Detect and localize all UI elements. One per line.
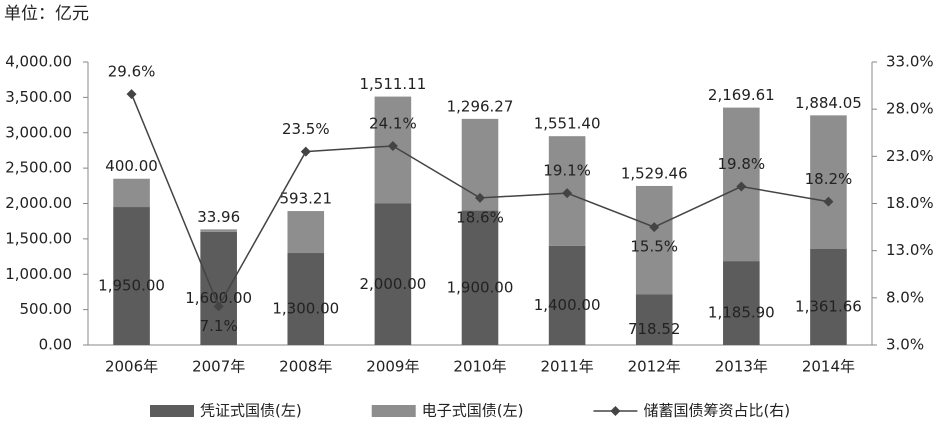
x-tick-label: 2014年: [802, 358, 855, 376]
value-label: 1,400.00: [534, 296, 601, 314]
value-label: 15.5%: [630, 238, 678, 256]
bar: [635, 294, 673, 345]
y2-tick-label: 28.0%: [886, 100, 934, 118]
legend-swatch: [150, 405, 194, 417]
bar: [635, 185, 673, 295]
bar: [287, 211, 325, 254]
value-label: 1,300.00: [272, 300, 339, 318]
legend-marker: [610, 406, 621, 416]
value-label: 718.52: [628, 320, 681, 338]
y2-tick-label: 3.0%: [886, 336, 924, 354]
x-tick-label: 2006年: [105, 358, 158, 376]
value-label: 1,511.11: [359, 75, 426, 93]
chart-subtitle: 单位：亿元: [4, 4, 89, 24]
x-tick-label: 2012年: [628, 358, 681, 376]
value-label: 1,529.46: [621, 164, 688, 182]
x-tick-label: 2008年: [279, 358, 332, 376]
y-tick-label: 3,500.00: [5, 88, 72, 106]
line-marker: [736, 181, 747, 192]
value-label: 1,551.40: [534, 115, 601, 133]
y-tick-label: 2,500.00: [5, 159, 72, 177]
value-label: 29.6%: [108, 63, 156, 81]
y-tick-label: 3,000.00: [5, 123, 72, 141]
bar: [113, 178, 150, 208]
legend-label: 凭证式国债(左): [200, 402, 302, 420]
bar: [548, 245, 586, 345]
x-tick-label: 2013年: [715, 358, 768, 376]
legend-swatch: [371, 405, 416, 417]
value-label: 33.96: [197, 208, 240, 226]
value-label: 1,900.00: [447, 278, 514, 296]
value-label: 1,296.27: [447, 97, 514, 115]
y2-tick-label: 8.0%: [886, 288, 924, 306]
y2-tick-label: 33.0%: [886, 53, 934, 71]
bar: [810, 248, 847, 345]
y-tick-label: 2,000.00: [5, 194, 72, 212]
value-label: 1,600.00: [185, 289, 252, 307]
bar: [287, 253, 325, 345]
value-label: 1,950.00: [98, 277, 165, 295]
value-label: 1,361.66: [795, 297, 862, 315]
y-tick-label: 1,500.00: [5, 229, 72, 247]
value-label: 19.1%: [543, 162, 591, 180]
y2-tick-label: 13.0%: [886, 241, 934, 259]
value-label: 2,169.61: [708, 86, 775, 104]
value-label: 1,884.05: [795, 94, 862, 112]
y-tick-label: 4,000.00: [5, 53, 72, 71]
y-tick-label: 1,000.00: [5, 265, 72, 283]
line-marker: [213, 301, 224, 312]
value-label: 18.6%: [456, 208, 504, 226]
y2-tick-label: 23.0%: [886, 147, 934, 165]
value-label: 1,185.90: [708, 304, 775, 322]
value-label: 593.21: [280, 190, 333, 208]
legend-label: 储蓄国债筹资占比(右): [643, 402, 790, 420]
line-marker: [649, 222, 660, 233]
y-tick-label: 500.00: [20, 300, 73, 318]
bar: [200, 231, 237, 345]
value-label: 2,000.00: [359, 275, 426, 293]
line-marker: [475, 192, 485, 203]
legend-label: 电子式国债(左): [422, 402, 524, 420]
value-label: 19.8%: [718, 155, 766, 173]
x-tick-label: 2009年: [366, 358, 419, 376]
line-marker: [562, 188, 573, 199]
line-marker: [823, 196, 834, 207]
line-marker: [300, 146, 311, 157]
value-label: 24.1%: [369, 114, 417, 132]
bar: [810, 115, 847, 249]
y-tick-label: 0.00: [39, 336, 72, 354]
bar: [723, 261, 760, 345]
bar: [113, 207, 150, 345]
value-label: 7.1%: [200, 317, 238, 335]
x-tick-label: 2007年: [192, 358, 245, 376]
x-tick-label: 2010年: [453, 358, 506, 376]
x-tick-label: 2011年: [541, 358, 594, 376]
y2-tick-label: 18.0%: [886, 194, 934, 212]
line-marker: [387, 140, 398, 151]
value-label: 18.2%: [805, 170, 853, 188]
value-label: 400.00: [105, 157, 158, 175]
bar: [200, 229, 237, 232]
bar: [461, 210, 499, 345]
line-marker: [126, 89, 137, 100]
bar: [374, 203, 412, 345]
value-label: 23.5%: [282, 120, 330, 138]
